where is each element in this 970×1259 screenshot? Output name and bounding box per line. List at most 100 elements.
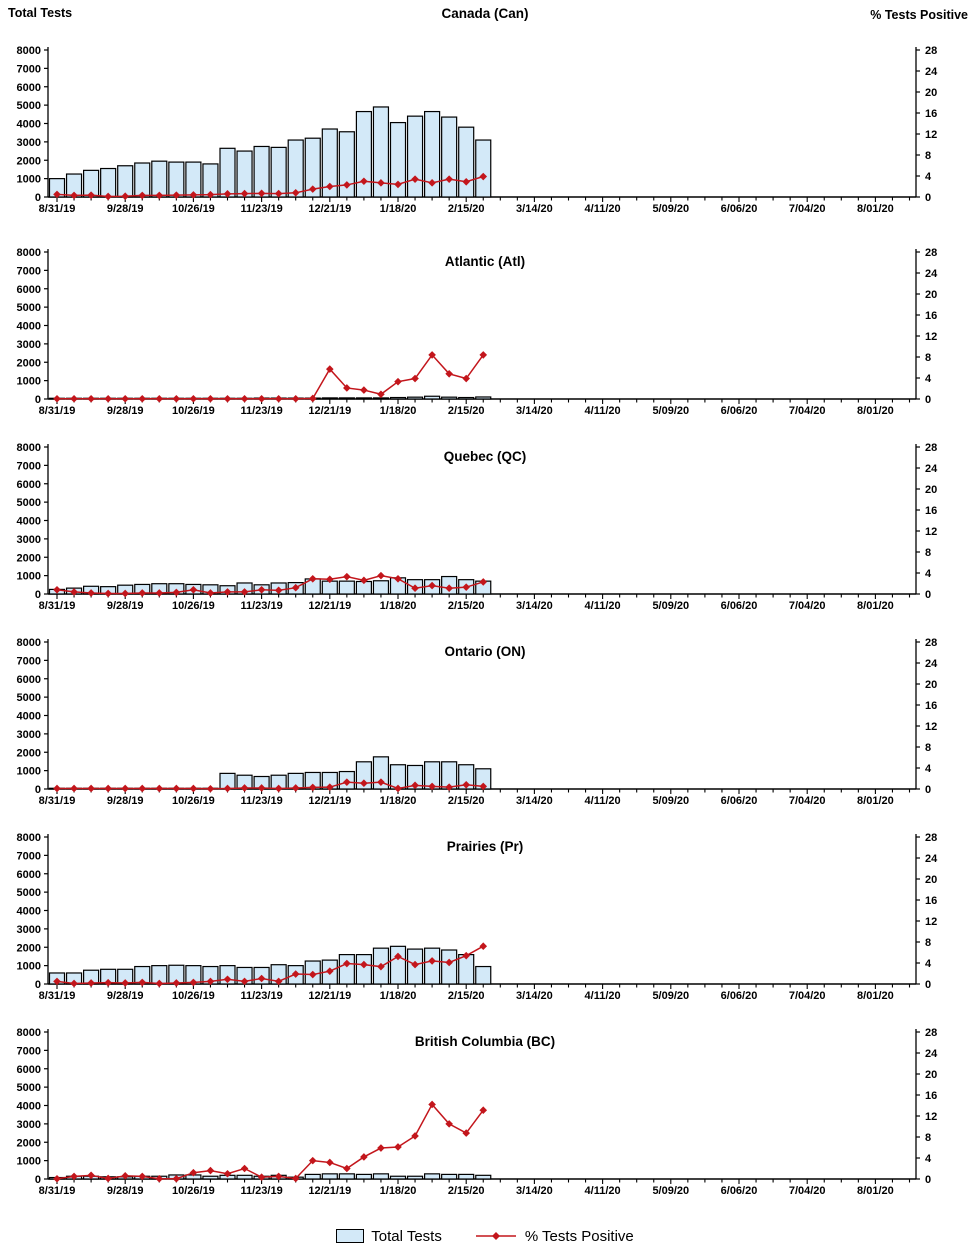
bar — [355, 954, 372, 985]
diamond-marker — [189, 978, 198, 987]
x-axis-tick-label: 6/06/20 — [721, 1185, 758, 1197]
line-series — [53, 571, 488, 598]
diamond-marker — [104, 394, 112, 403]
left-axis-tick-label: 5000 — [17, 302, 41, 314]
diamond-marker — [308, 970, 317, 979]
x-axis-tick-label: 8/01/20 — [857, 795, 894, 807]
left-axis-tick-label: 1000 — [17, 376, 41, 388]
x-axis-tick-label: 1/18/20 — [380, 600, 417, 612]
right-axis-tick-label: 4 — [925, 1153, 932, 1165]
line-series — [53, 351, 488, 403]
bar — [424, 1173, 441, 1180]
chart-atlantic: Atlantic (Atl) 0 1000 2000 3000 4000 5000 6000… — [0, 238, 970, 433]
diamond-marker — [428, 957, 436, 965]
diamond-marker — [326, 783, 334, 791]
legend-diamond — [491, 1232, 500, 1240]
bar — [236, 1174, 253, 1180]
x-axis-tick-label: 2/15/20 — [448, 990, 485, 1002]
legend: Total Tests % Tests Positive — [0, 1213, 970, 1259]
x-axis-tick-label: 1/18/20 — [380, 203, 417, 215]
axes-group: 0 1000 2000 3000 4000 5000 6000 7000 8000 0 4 8 12 16… — [17, 1027, 939, 1197]
x-axis-tick-label: 2/15/20 — [448, 795, 485, 807]
right-axis-tick-label: 28 — [925, 247, 937, 259]
bar — [304, 1173, 321, 1180]
left-axis-tick-label: 3000 — [17, 339, 41, 351]
diamond-marker — [291, 394, 300, 403]
diamond-marker — [155, 979, 164, 988]
x-axis-tick-label: 12/21/19 — [308, 1185, 351, 1197]
bar-series — [48, 756, 492, 790]
x-axis-tick-label: 2/15/20 — [448, 405, 485, 417]
right-axis-tick-label: 20 — [925, 679, 937, 691]
x-axis-tick-label: 4/11/20 — [585, 990, 621, 1002]
x-axis-tick-label: 1/18/20 — [380, 405, 417, 417]
diamond-marker — [223, 588, 232, 596]
diamond-marker — [326, 182, 334, 191]
diamond-marker — [411, 175, 419, 183]
bar — [355, 110, 372, 198]
bar — [406, 1175, 424, 1180]
left-axis-tick-label: 4000 — [17, 1101, 41, 1113]
x-axis-tick-label: 2/15/20 — [448, 600, 485, 612]
diamond-marker — [291, 784, 300, 792]
diamond-marker — [326, 1158, 334, 1167]
diamond-marker — [411, 1132, 419, 1140]
diamond-marker — [206, 784, 215, 793]
legend-line-diamond-icon — [475, 1232, 516, 1240]
diamond-marker — [308, 783, 317, 792]
diamond-marker — [274, 1172, 283, 1181]
x-axis-tick-label: 3/14/20 — [516, 795, 553, 807]
diamond-marker — [240, 394, 249, 403]
diamond-marker — [121, 394, 129, 403]
bar — [253, 145, 270, 198]
chart-canada: Total Tests Canada (Can) % Tests Positiv… — [0, 0, 970, 238]
right-axis-tick-label: 20 — [925, 1069, 937, 1081]
diamond-marker — [360, 1153, 368, 1161]
diamond-marker — [479, 351, 488, 359]
bar — [458, 396, 475, 400]
diamond-marker — [138, 978, 147, 987]
diamond-marker — [445, 370, 453, 378]
legend-label-pct-positive: % Tests Positive — [524, 1227, 634, 1245]
axes-group: 0 1000 2000 3000 4000 5000 6000 7000 8000 0 4 8 12 16… — [17, 832, 939, 1002]
bar — [372, 580, 390, 595]
left-axis-tick-label: 3000 — [17, 729, 41, 741]
diamond-marker — [411, 584, 419, 593]
x-axis-tick-label: 8/31/19 — [39, 990, 76, 1002]
diamond-marker — [104, 1174, 112, 1183]
left-axis-tick-label: 4000 — [17, 516, 41, 528]
axes-group: 0 1000 2000 3000 4000 5000 6000 7000 8000 0 4 8 12 16… — [17, 442, 939, 612]
left-axis-tick-label: 4000 — [17, 321, 41, 333]
right-axis-tick-label: 0 — [925, 1174, 931, 1186]
bar — [424, 947, 441, 985]
diamond-marker — [377, 179, 385, 187]
diamond-marker — [428, 179, 436, 187]
quebec-plot: 0 1000 2000 3000 4000 5000 6000 7000 8000 0 4 8 12 16… — [17, 442, 939, 612]
x-axis-tick-label: 12/21/19 — [308, 795, 351, 807]
diamond-marker — [377, 778, 385, 786]
left-axis-tick-label: 1000 — [17, 766, 41, 778]
left-axis-tick-label: 8000 — [17, 1027, 41, 1039]
diamond-marker — [206, 589, 215, 597]
left-axis-tick-label: 8000 — [17, 637, 41, 649]
right-axis-tick-label: 24 — [925, 463, 938, 475]
legend-item-pct-positive: % Tests Positive — [474, 1228, 634, 1245]
diamond-marker — [155, 191, 164, 200]
right-axis-tick-label: 16 — [925, 1090, 937, 1102]
x-axis-tick-label: 7/04/20 — [789, 990, 826, 1002]
diamond-marker — [445, 783, 453, 791]
x-axis-tick-label: 3/14/20 — [516, 405, 553, 417]
x-axis-tick-label: 10/26/19 — [172, 405, 215, 417]
bar — [338, 131, 355, 198]
bar — [372, 1173, 390, 1180]
diamond-marker — [411, 781, 419, 790]
diamond-marker — [223, 975, 232, 984]
diamond-marker — [104, 589, 112, 598]
x-axis-tick-label: 11/23/19 — [240, 600, 282, 612]
diamond-marker — [53, 586, 61, 594]
right-axis-tick-label: 4 — [925, 373, 932, 385]
x-axis-tick-label: 12/21/19 — [308, 203, 351, 215]
left-axis-tick-label: 5000 — [17, 887, 41, 899]
left-axis-tick-label: 7000 — [17, 63, 41, 75]
left-axis-tick-label: 5000 — [17, 1082, 41, 1094]
